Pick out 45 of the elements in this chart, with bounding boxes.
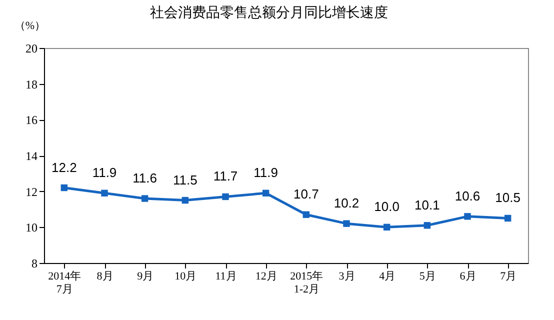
data-label: 10.5 xyxy=(495,190,520,206)
data-label: 12.2 xyxy=(52,160,77,175)
x-tick-label: 9月 xyxy=(137,270,154,282)
x-tick-label: 12月 xyxy=(255,270,278,282)
y-axis-title: （%） xyxy=(14,20,46,32)
data-label: 10.0 xyxy=(374,199,400,214)
data-label: 11.6 xyxy=(132,170,158,186)
y-tick-label: 12 xyxy=(26,184,38,199)
y-tick-label: 20 xyxy=(26,42,38,56)
data-label: 11.9 xyxy=(254,165,278,180)
y-tick-label: 14 xyxy=(26,149,38,163)
x-tick-label: 11月 xyxy=(215,270,237,282)
x-tick-label: 5月 xyxy=(419,270,436,282)
x-tick-label: 2015年 1-2月 xyxy=(290,270,324,296)
data-label: 10.2 xyxy=(334,196,360,211)
point xyxy=(262,190,270,196)
data-label: 10.6 xyxy=(454,188,480,204)
x-tick-label: 10月 xyxy=(174,270,197,282)
y-tick-label: 16 xyxy=(26,113,38,128)
x-tick-label: 2014年 7月 xyxy=(48,270,82,296)
point xyxy=(101,190,108,196)
point xyxy=(182,196,189,204)
point xyxy=(424,222,431,229)
point xyxy=(343,220,350,227)
point xyxy=(60,184,68,192)
data-label: 10.1 xyxy=(414,197,440,212)
x-tick-label: 4月 xyxy=(379,270,396,282)
chart-title: 社会消费品零售总额分月同比增长速度 xyxy=(150,5,388,21)
x-tick-label: 3月 xyxy=(338,270,356,282)
x-tick-label: 6月 xyxy=(460,270,476,282)
point xyxy=(383,224,390,231)
data-label: 10.7 xyxy=(294,186,319,202)
data-label: 11.5 xyxy=(172,172,198,188)
point xyxy=(302,211,310,218)
point xyxy=(504,214,512,222)
y-tick-label: 18 xyxy=(26,77,38,92)
point xyxy=(464,213,471,220)
x-tick-label: 8月 xyxy=(96,270,114,282)
data-label: 11.9 xyxy=(92,165,117,180)
point xyxy=(222,193,229,200)
y-tick-label: 10 xyxy=(26,220,38,235)
x-tick-label: 7月 xyxy=(500,270,517,282)
point xyxy=(141,195,148,202)
data-label: 11.7 xyxy=(213,168,238,184)
y-tick-label: 8 xyxy=(32,256,38,270)
